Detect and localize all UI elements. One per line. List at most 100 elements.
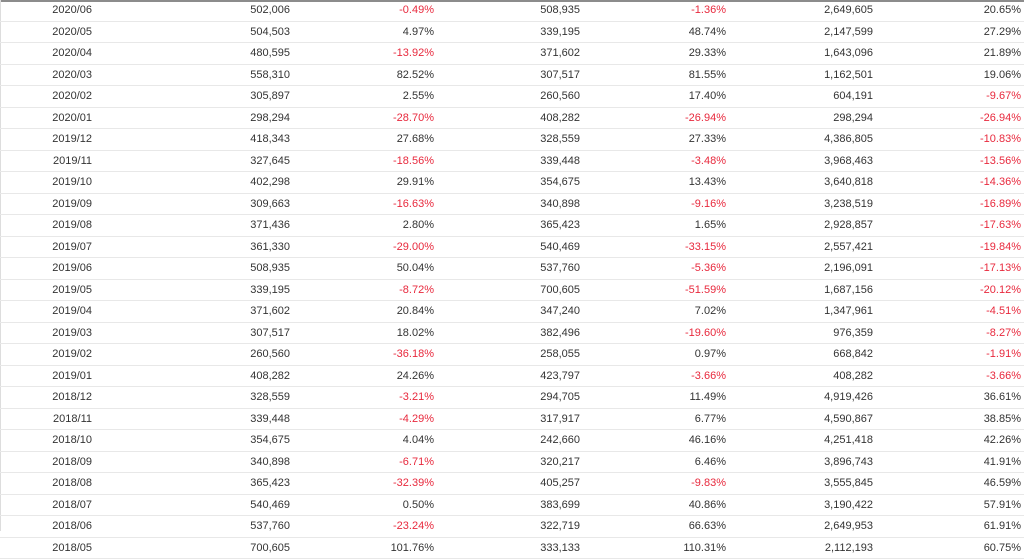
change-1-cell: 18.02%: [290, 322, 434, 344]
row-padding: [1021, 107, 1024, 129]
change-2-cell: 66.63%: [580, 515, 726, 538]
change-1-cell: -13.92%: [290, 42, 434, 65]
value-2-cell: 260,560: [434, 85, 580, 108]
change-1-cell: -0.49%: [290, 0, 434, 22]
table-row: 2019/03 307,517 18.02% 382,496 -19.60% 976,35…: [0, 322, 1024, 344]
value-3-cell: 1,643,096: [726, 42, 873, 65]
value-3-cell: 2,928,857: [726, 214, 873, 237]
change-3-cell: 20.65%: [873, 0, 1021, 22]
change-1-cell: -4.29%: [290, 408, 434, 430]
month-cell: 2018/10: [0, 429, 92, 452]
change-2-cell: -3.48%: [580, 150, 726, 172]
value-1-cell: 408,282: [92, 365, 290, 387]
value-1-cell: 327,645: [92, 150, 290, 172]
value-2-cell: 320,217: [434, 451, 580, 473]
value-3-cell: 2,649,605: [726, 0, 873, 22]
change-3-cell: -8.27%: [873, 322, 1021, 344]
change-3-cell: 60.75%: [873, 537, 1021, 559]
row-padding: [1021, 322, 1024, 344]
month-cell: 2018/06: [0, 515, 92, 538]
table-row: 2020/02 305,897 2.55% 260,560 17.40% 604,191-…: [0, 85, 1024, 108]
table-row: 2019/05 339,195 -8.72% 700,605 -51.59% 1,687,…: [0, 279, 1024, 301]
row-padding: [1021, 214, 1024, 237]
change-2-cell: -5.36%: [580, 257, 726, 280]
month-cell: 2018/05: [0, 537, 92, 559]
value-1-cell: 354,675: [92, 429, 290, 452]
change-3-cell: -1.91%: [873, 343, 1021, 366]
change-2-cell: -19.60%: [580, 322, 726, 344]
change-1-cell: -3.21%: [290, 386, 434, 409]
change-3-cell: -17.63%: [873, 214, 1021, 237]
month-cell: 2018/08: [0, 472, 92, 495]
value-2-cell: 383,699: [434, 494, 580, 516]
value-3-cell: 3,640,818: [726, 171, 873, 194]
value-3-cell: 3,968,463: [726, 150, 873, 172]
value-3-cell: 3,190,422: [726, 494, 873, 516]
value-1-cell: 365,423: [92, 472, 290, 495]
change-2-cell: 46.16%: [580, 429, 726, 452]
change-3-cell: -10.83%: [873, 128, 1021, 151]
change-3-cell: -3.66%: [873, 365, 1021, 387]
month-cell: 2019/12: [0, 128, 92, 151]
row-padding: [1021, 42, 1024, 65]
change-3-cell: -19.84%: [873, 236, 1021, 258]
row-padding: [1021, 85, 1024, 108]
table-row: 2019/10 402,298 29.91% 354,675 13.43% 3,640,8…: [0, 171, 1024, 194]
table-row: 2018/12 328,559 -3.21% 294,705 11.49% 4,919,4…: [0, 386, 1024, 409]
month-cell: 2019/06: [0, 257, 92, 280]
value-1-cell: 305,897: [92, 85, 290, 108]
value-3-cell: 4,386,805: [726, 128, 873, 151]
row-padding: [1021, 343, 1024, 366]
month-cell: 2018/11: [0, 408, 92, 430]
change-2-cell: -3.66%: [580, 365, 726, 387]
value-3-cell: 4,590,867: [726, 408, 873, 430]
change-2-cell: 27.33%: [580, 128, 726, 151]
change-2-cell: -26.94%: [580, 107, 726, 129]
table-row: 2019/09 309,663 -16.63% 340,898 -9.16% 3,238,…: [0, 193, 1024, 215]
value-2-cell: 365,423: [434, 214, 580, 237]
month-cell: 2020/05: [0, 21, 92, 43]
change-1-cell: 27.68%: [290, 128, 434, 151]
value-3-cell: 2,112,193: [726, 537, 873, 559]
table-row: 2019/02 260,560 -36.18% 258,055 0.97% 668,842…: [0, 343, 1024, 366]
change-2-cell: 40.86%: [580, 494, 726, 516]
value-1-cell: 309,663: [92, 193, 290, 215]
change-2-cell: 13.43%: [580, 171, 726, 194]
change-2-cell: -33.15%: [580, 236, 726, 258]
value-3-cell: 1,687,156: [726, 279, 873, 301]
change-2-cell: 110.31%: [580, 537, 726, 559]
value-2-cell: 508,935: [434, 0, 580, 22]
change-3-cell: -9.67%: [873, 85, 1021, 108]
row-padding: [1021, 429, 1024, 452]
row-padding: [1021, 171, 1024, 194]
value-1-cell: 402,298: [92, 171, 290, 194]
value-2-cell: 333,133: [434, 537, 580, 559]
change-2-cell: 48.74%: [580, 21, 726, 43]
change-3-cell: -26.94%: [873, 107, 1021, 129]
table-row: 2019/07 361,330 -29.00% 540,469 -33.15% 2,557…: [0, 236, 1024, 258]
value-2-cell: 258,055: [434, 343, 580, 366]
row-padding: [1021, 0, 1024, 22]
value-3-cell: 1,347,961: [726, 300, 873, 323]
value-3-cell: 3,238,519: [726, 193, 873, 215]
table-row: 2018/06 537,760 -23.24% 322,719 66.63% 2,649,…: [0, 515, 1024, 538]
change-1-cell: -29.00%: [290, 236, 434, 258]
change-3-cell: -20.12%: [873, 279, 1021, 301]
change-1-cell: -18.56%: [290, 150, 434, 172]
value-2-cell: 340,898: [434, 193, 580, 215]
change-3-cell: 42.26%: [873, 429, 1021, 452]
change-2-cell: -9.83%: [580, 472, 726, 495]
month-cell: 2019/04: [0, 300, 92, 323]
value-1-cell: 340,898: [92, 451, 290, 473]
value-3-cell: 3,896,743: [726, 451, 873, 473]
table-row: 2018/05 700,605 101.76% 333,133 110.31% 2,112…: [0, 537, 1024, 559]
value-2-cell: 347,240: [434, 300, 580, 323]
value-1-cell: 339,448: [92, 408, 290, 430]
month-cell: 2019/10: [0, 171, 92, 194]
change-1-cell: -32.39%: [290, 472, 434, 495]
month-cell: 2018/09: [0, 451, 92, 473]
value-3-cell: 408,282: [726, 365, 873, 387]
value-3-cell: 2,147,599: [726, 21, 873, 43]
row-padding: [1021, 451, 1024, 473]
